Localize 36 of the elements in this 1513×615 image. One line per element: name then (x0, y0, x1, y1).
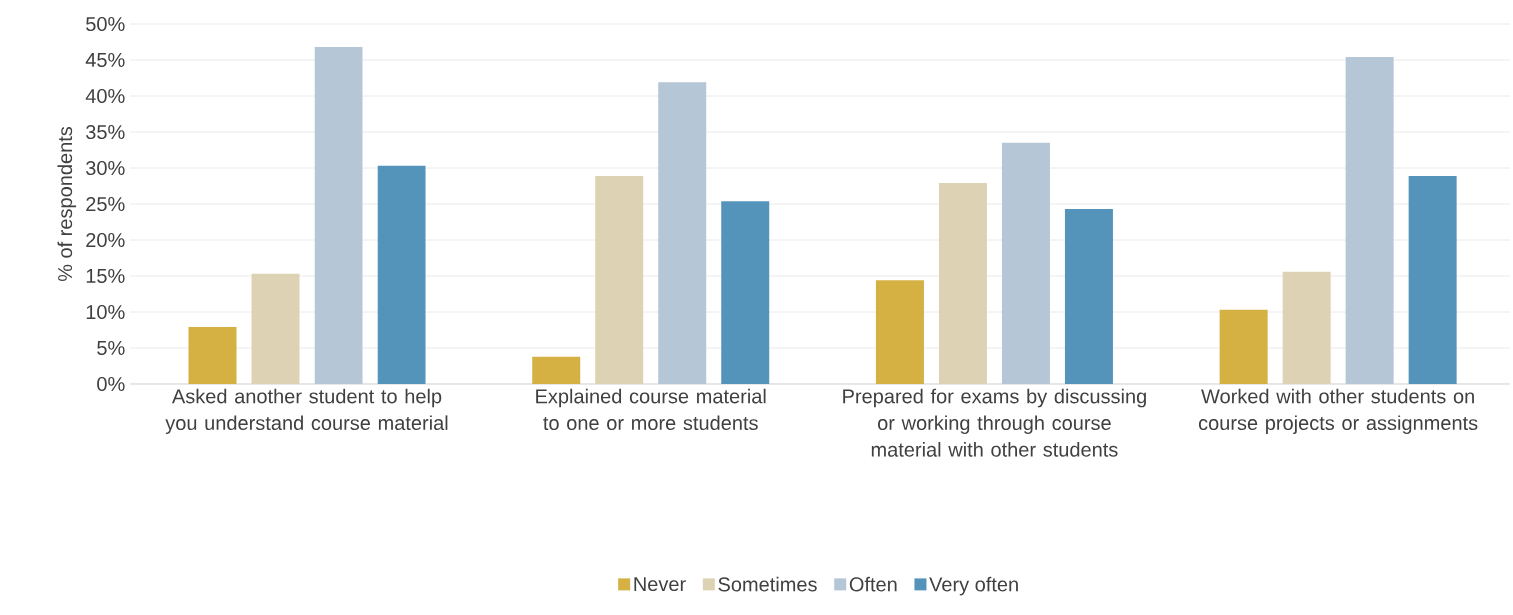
legend-label: Sometimes (718, 576, 817, 592)
y-tick-label: 25% (86, 196, 125, 212)
bar (721, 201, 770, 384)
y-tick-label: 45% (85, 52, 125, 68)
bar (875, 280, 924, 384)
bar (377, 165, 426, 384)
y-tick-label: 30% (86, 160, 125, 176)
y-tick-label: 15% (86, 268, 125, 284)
bar (658, 82, 707, 384)
bar (1219, 309, 1268, 384)
bar (1345, 57, 1394, 384)
bar (251, 273, 300, 384)
y-tick-label: 5% (97, 340, 125, 356)
x-tick-label: Explained course material to one or more students (536, 388, 766, 431)
legend-label: Often (849, 576, 897, 592)
y-tick-label: 40% (85, 88, 125, 104)
bar (532, 356, 581, 384)
legend-label: Very often (929, 576, 1018, 596)
bar (1064, 209, 1113, 384)
bar (1408, 175, 1457, 384)
bar (938, 183, 987, 384)
bar (314, 47, 363, 384)
y-tick-label: 10% (86, 304, 125, 320)
bar (595, 175, 644, 384)
y-tick-label: 0% (97, 376, 125, 392)
x-tick-label: Prepared for exams by discussing or working through course material with other students (843, 388, 1146, 457)
bar (1282, 271, 1331, 384)
y-axis-title: % of respondents (57, 126, 77, 282)
legend-label: Never (634, 577, 686, 592)
y-tick-label: 50% (86, 16, 125, 32)
bar (188, 327, 237, 384)
bar (1001, 142, 1050, 384)
y-tick-label: 20% (86, 232, 125, 248)
x-tick-label: Asked another student to help you understand course material (165, 388, 448, 435)
x-tick-label: Worked with other students on course projects or assignments (1198, 388, 1478, 435)
y-tick-label: 35% (86, 124, 125, 140)
